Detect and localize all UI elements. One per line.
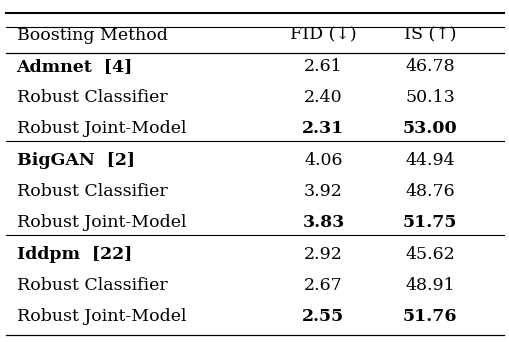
Text: 53.00: 53.00 — [402, 120, 457, 137]
Text: BigGAN  [2]: BigGAN [2] — [17, 152, 134, 169]
Text: Robust Classifier: Robust Classifier — [17, 89, 167, 106]
Text: 2.67: 2.67 — [303, 277, 342, 294]
Text: 48.76: 48.76 — [404, 183, 454, 200]
Text: 45.62: 45.62 — [404, 246, 454, 263]
Text: Iddpm  [22]: Iddpm [22] — [17, 246, 132, 263]
Text: 46.78: 46.78 — [404, 58, 454, 75]
Text: IS (↑): IS (↑) — [403, 27, 456, 43]
Text: Robust Joint-Model: Robust Joint-Model — [17, 214, 186, 231]
Text: 2.31: 2.31 — [302, 120, 344, 137]
Text: 4.06: 4.06 — [304, 152, 342, 169]
Text: 48.91: 48.91 — [404, 277, 454, 294]
Text: Robust Joint-Model: Robust Joint-Model — [17, 308, 186, 325]
Text: Robust Classifier: Robust Classifier — [17, 183, 167, 200]
Text: 51.76: 51.76 — [402, 308, 457, 325]
Text: 2.40: 2.40 — [303, 89, 342, 106]
Text: Boosting Method: Boosting Method — [17, 27, 167, 43]
Text: Admnet  [4]: Admnet [4] — [17, 58, 133, 75]
Text: FID (↓): FID (↓) — [290, 27, 356, 43]
Text: 51.75: 51.75 — [402, 214, 457, 231]
Text: 2.92: 2.92 — [303, 246, 342, 263]
Text: 3.83: 3.83 — [302, 214, 344, 231]
Text: Robust Classifier: Robust Classifier — [17, 277, 167, 294]
Text: 44.94: 44.94 — [404, 152, 454, 169]
Text: Robust Joint-Model: Robust Joint-Model — [17, 120, 186, 137]
Text: 2.55: 2.55 — [302, 308, 344, 325]
Text: 2.61: 2.61 — [303, 58, 342, 75]
Text: 3.92: 3.92 — [303, 183, 342, 200]
Text: 50.13: 50.13 — [404, 89, 454, 106]
